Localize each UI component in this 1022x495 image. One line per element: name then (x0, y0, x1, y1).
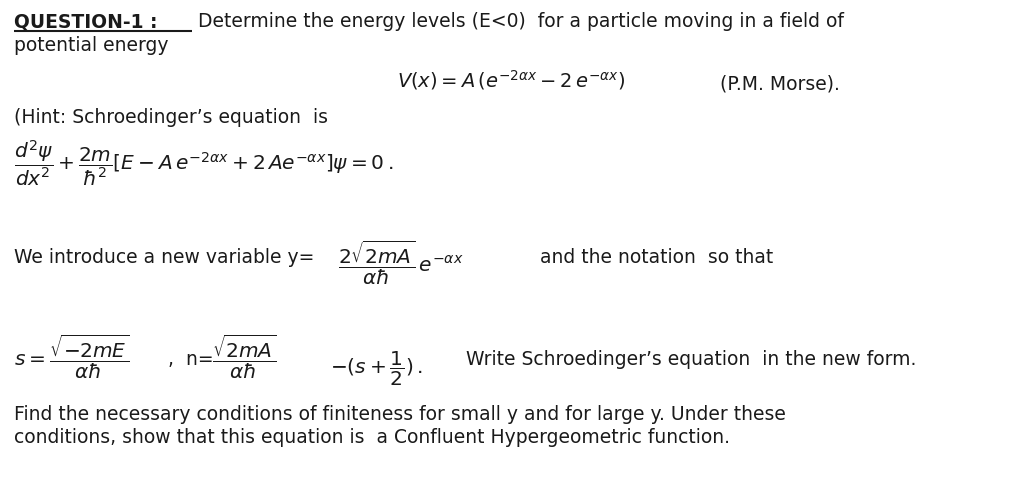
Text: Write Schroedinger’s equation  in the new form.: Write Schroedinger’s equation in the new… (460, 350, 917, 369)
Text: $\dfrac{\sqrt{2mA}}{\alpha\hbar}$: $\dfrac{\sqrt{2mA}}{\alpha\hbar}$ (212, 332, 276, 381)
Text: Determine the energy levels (E<0)  for a particle moving in a field of: Determine the energy levels (E<0) for a … (198, 12, 844, 31)
Text: and the notation  so that: and the notation so that (540, 248, 774, 267)
Text: (Hint: Schroedinger’s equation  is: (Hint: Schroedinger’s equation is (14, 108, 328, 127)
Text: QUESTION-1 :: QUESTION-1 : (14, 12, 157, 31)
Text: conditions, show that this equation is  a Confluent Hypergeometric function.: conditions, show that this equation is a… (14, 428, 730, 447)
Text: Find the necessary conditions of finiteness for small y and for large y. Under t: Find the necessary conditions of finiten… (14, 405, 786, 424)
Text: $s=\dfrac{\sqrt{-2mE}}{\alpha\hbar}$: $s=\dfrac{\sqrt{-2mE}}{\alpha\hbar}$ (14, 332, 129, 381)
Text: $-(s+\dfrac{1}{2})\,.$: $-(s+\dfrac{1}{2})\,.$ (330, 350, 422, 388)
Text: We introduce a new variable y=: We introduce a new variable y= (14, 248, 315, 267)
Text: $\dfrac{d^2\psi}{dx^2} + \dfrac{2m}{\hbar^2}[E - A\,e^{-2\alpha x} + 2\,Ae^{-\al: $\dfrac{d^2\psi}{dx^2} + \dfrac{2m}{\hba… (14, 138, 393, 188)
Text: $V(x) = A\,(e^{-2\alpha x} - 2\,e^{-\alpha x})$: $V(x) = A\,(e^{-2\alpha x} - 2\,e^{-\alp… (397, 68, 625, 92)
Text: ,  n=: , n= (168, 350, 214, 369)
Text: (P.M. Morse).: (P.M. Morse). (721, 75, 840, 94)
Text: potential energy: potential energy (14, 36, 169, 55)
Text: $\dfrac{2\sqrt{2mA}}{\alpha\hbar}\,e^{-\alpha x}$: $\dfrac{2\sqrt{2mA}}{\alpha\hbar}\,e^{-\… (338, 238, 464, 287)
